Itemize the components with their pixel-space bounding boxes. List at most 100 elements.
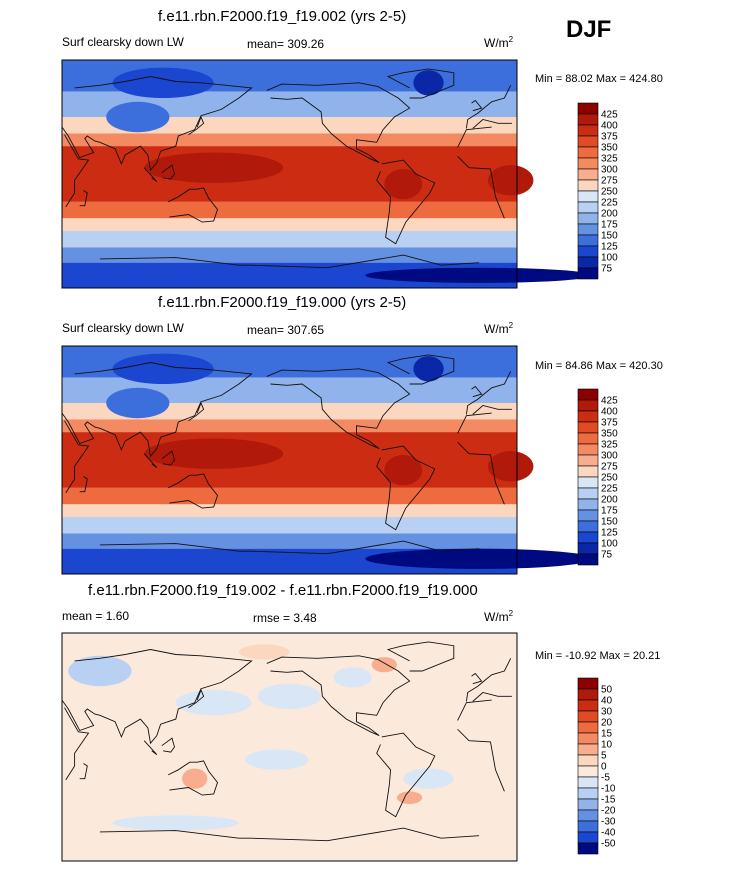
colorbar-tick-label: 15	[601, 729, 613, 740]
coastline	[472, 119, 512, 129]
colorbar-swatch	[577, 201, 599, 214]
panel-2-units: W/m2	[484, 321, 514, 336]
colorbar-tick-label: 400	[601, 121, 618, 132]
coastline	[471, 385, 483, 398]
colorbar-tick-label: 325	[601, 154, 618, 165]
colorbar-tick-label: 275	[601, 176, 618, 187]
coastline	[161, 737, 175, 753]
colorbar-swatch	[577, 787, 599, 800]
contour-region	[175, 690, 252, 716]
coastline	[143, 740, 158, 755]
contour-band	[62, 231, 517, 248]
colorbar-tick-label: 125	[601, 242, 618, 253]
colorbar-tick-label: 250	[601, 473, 618, 484]
colorbar-swatch	[577, 498, 599, 511]
contour-region	[413, 70, 444, 96]
contour-region	[384, 168, 423, 200]
colorbar-tick-label: -20	[601, 806, 616, 817]
coastline	[386, 68, 455, 99]
contour-band	[62, 247, 517, 263]
colorbar-swatch	[577, 223, 599, 236]
colorbar-tick-label: 350	[601, 143, 618, 154]
colorbar-swatch	[577, 553, 599, 566]
coastline	[251, 254, 480, 269]
colorbar-tick-label: 425	[601, 396, 618, 407]
colorbar-tick-label: 375	[601, 132, 618, 143]
coastline	[471, 672, 483, 685]
panel-1-mean-label: mean= 309.26	[247, 37, 325, 51]
colorbar-swatch	[577, 820, 599, 833]
colorbar-tick-label: 30	[601, 707, 613, 718]
panel-3-mean-label: mean = 1.60	[62, 609, 130, 623]
colorbar-tick-label: -5	[601, 773, 610, 784]
contour-region	[371, 657, 397, 673]
panel-3-units: W/m2	[484, 609, 514, 624]
coastline	[465, 85, 512, 129]
contour-band	[62, 533, 517, 549]
panel-1-map	[61, 59, 593, 289]
contour-region	[106, 387, 170, 419]
colorbar-swatch	[577, 421, 599, 434]
colorbar-swatch	[577, 190, 599, 203]
colorbar-tick-label: 425	[601, 110, 618, 121]
contour-region	[257, 683, 322, 709]
panel-1-title: f.e11.rbn.F2000.f19_f19.002 (yrs 2-5)	[158, 8, 407, 25]
coastline	[376, 159, 436, 245]
colorbar-swatch	[577, 179, 599, 192]
colorbar-swatch	[577, 168, 599, 181]
coastline	[457, 441, 505, 505]
coastline	[161, 164, 175, 180]
colorbar-tick-label: -10	[601, 784, 616, 795]
colorbar-tick-label: 400	[601, 407, 618, 418]
colorbar-tick-label: 10	[601, 740, 613, 751]
coastline	[266, 368, 411, 450]
colorbar-swatch	[577, 677, 599, 690]
coastline	[251, 540, 480, 555]
coastline	[457, 412, 492, 434]
contour-region	[238, 644, 290, 660]
map-frame	[61, 632, 518, 862]
coastline	[471, 99, 483, 112]
colorbar-tick-label: 350	[601, 429, 618, 440]
coastline	[99, 543, 252, 552]
colorbar-swatch	[577, 831, 599, 844]
colorbar-swatch	[577, 721, 599, 734]
contour-band	[62, 133, 517, 147]
colorbar-swatch	[577, 476, 599, 489]
panel-1-minmax: Min = 88.02 Max = 424.80	[535, 73, 663, 85]
coastline	[143, 167, 158, 182]
panel-2-minmax: Min = 84.86 Max = 420.30	[535, 360, 663, 372]
panel-2-title: f.e11.rbn.F2000.f19_f19.000 (yrs 2-5)	[158, 294, 407, 311]
panel-2-map	[61, 345, 593, 575]
coastline	[64, 420, 90, 494]
coastline	[167, 473, 219, 509]
coastline	[376, 732, 436, 818]
panel-1-colorbar: 4254003753503253002752502252001751501251…	[577, 102, 618, 280]
colorbar-tick-label: 150	[601, 517, 618, 528]
panel-2-mean-label: mean= 307.65	[247, 323, 325, 337]
colorbar-swatch	[577, 542, 599, 555]
coastline	[465, 658, 512, 702]
contour-region	[333, 667, 372, 688]
colorbar-tick-label: 325	[601, 440, 618, 451]
contour-region	[112, 67, 214, 98]
contour-band	[62, 517, 517, 534]
coastline	[457, 699, 492, 721]
contour-region	[365, 548, 593, 569]
colorbar-swatch	[577, 765, 599, 778]
coastline	[99, 830, 252, 839]
contour-region	[144, 438, 284, 469]
colorbar-swatch	[577, 267, 599, 280]
colorbar-tick-label: 100	[601, 539, 618, 550]
colorbar-swatch	[577, 146, 599, 159]
contour-region	[487, 165, 534, 196]
coastline	[457, 155, 505, 219]
contour-region	[182, 768, 208, 789]
contour-region	[384, 454, 423, 486]
map-frame	[61, 345, 518, 575]
contour-band	[62, 218, 517, 231]
panel-2-colorbar: 4254003753503253002752502252001751501251…	[577, 388, 618, 566]
colorbar-tick-label: 250	[601, 187, 618, 198]
panel-1-units: W/m2	[484, 35, 514, 50]
colorbar-tick-label: 100	[601, 253, 618, 264]
